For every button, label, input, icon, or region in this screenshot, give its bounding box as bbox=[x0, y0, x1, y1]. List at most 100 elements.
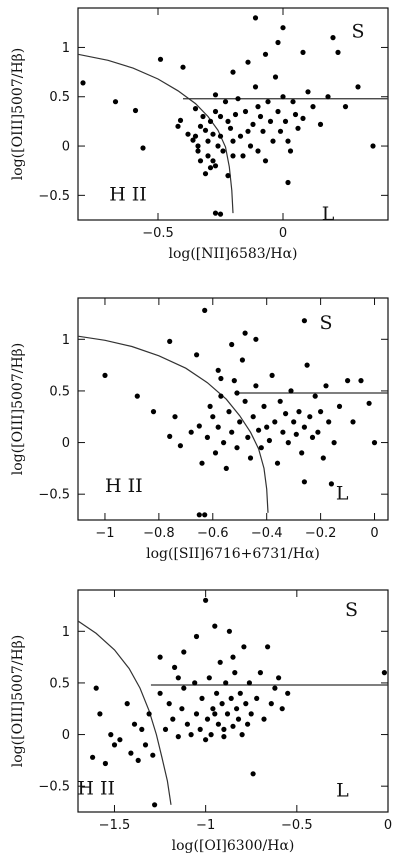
data-point bbox=[237, 419, 243, 425]
data-point bbox=[355, 84, 361, 90]
x-tick-label: −0.2 bbox=[305, 526, 337, 541]
data-point bbox=[300, 49, 306, 56]
data-point bbox=[275, 39, 281, 46]
y-tick-label: 0 bbox=[62, 436, 70, 451]
data-point bbox=[262, 51, 269, 57]
data-point bbox=[225, 173, 231, 179]
data-point bbox=[247, 143, 254, 149]
data-point bbox=[336, 403, 343, 409]
data-point bbox=[266, 437, 272, 444]
x-tick-label: 0 bbox=[279, 226, 287, 241]
data-point bbox=[257, 670, 263, 676]
data-point bbox=[246, 680, 252, 686]
data-point bbox=[226, 409, 232, 415]
data-point bbox=[267, 118, 274, 124]
data-point bbox=[295, 125, 301, 131]
data-point bbox=[181, 685, 187, 691]
data-point bbox=[207, 403, 213, 409]
data-point bbox=[285, 138, 291, 144]
data-point bbox=[197, 726, 203, 733]
data-point bbox=[221, 734, 227, 740]
data-point bbox=[90, 754, 96, 760]
data-point bbox=[132, 107, 139, 114]
y-tick-label: 0 bbox=[62, 140, 70, 155]
data-point bbox=[234, 706, 240, 712]
x-tick-label: −0.6 bbox=[197, 526, 229, 541]
data-point bbox=[247, 455, 254, 461]
data-point bbox=[194, 352, 200, 358]
data-point bbox=[285, 690, 291, 696]
x-tick-label: −0.8 bbox=[143, 526, 175, 541]
y-tick-label: 0.5 bbox=[49, 90, 70, 105]
data-point bbox=[217, 211, 224, 217]
data-point bbox=[210, 414, 216, 420]
data-point bbox=[135, 757, 141, 764]
data-point bbox=[261, 403, 267, 409]
data-point bbox=[279, 706, 285, 712]
data-point bbox=[199, 695, 205, 702]
data-point bbox=[139, 726, 145, 733]
data-point bbox=[124, 701, 130, 707]
data-point bbox=[241, 644, 247, 650]
data-point bbox=[188, 429, 194, 435]
data-point bbox=[280, 25, 286, 31]
data-point bbox=[212, 210, 219, 216]
data-point bbox=[252, 15, 259, 21]
data-point bbox=[250, 414, 256, 420]
data-point bbox=[381, 670, 387, 676]
y-tick-label: 1 bbox=[62, 625, 70, 640]
data-point bbox=[222, 99, 229, 105]
data-point bbox=[200, 113, 206, 120]
data-point bbox=[320, 455, 326, 461]
x-axis-label: log([NII]6583/Hα) bbox=[168, 246, 297, 262]
data-point bbox=[215, 143, 221, 149]
data-point bbox=[242, 330, 248, 336]
data-point bbox=[112, 99, 119, 105]
data-point bbox=[253, 383, 259, 389]
data-point bbox=[206, 675, 212, 681]
plot-frame bbox=[77, 589, 389, 813]
data-point bbox=[290, 99, 296, 105]
data-point bbox=[97, 711, 103, 717]
data-point bbox=[217, 659, 223, 665]
data-point bbox=[285, 440, 291, 446]
data-point bbox=[205, 138, 211, 144]
region-label: S bbox=[345, 599, 358, 621]
data-point bbox=[225, 118, 231, 124]
scatter-panel-1: −0.5 0 −0.5 0 0.5 1 log([NII]6583/Hα) log([OIII… bbox=[10, 7, 389, 262]
data-point bbox=[134, 393, 140, 399]
data-point bbox=[276, 675, 282, 681]
data-point bbox=[262, 158, 269, 164]
data-point bbox=[93, 685, 99, 691]
region-label: H II bbox=[105, 475, 143, 497]
data-point bbox=[318, 409, 324, 415]
data-point bbox=[254, 695, 260, 702]
data-point bbox=[172, 414, 178, 420]
data-point bbox=[170, 716, 176, 722]
data-point bbox=[212, 450, 219, 456]
data-point bbox=[229, 429, 235, 435]
data-point bbox=[301, 479, 307, 485]
data-point bbox=[230, 723, 236, 729]
data-point bbox=[223, 465, 229, 471]
data-point bbox=[177, 443, 183, 449]
data-point bbox=[205, 153, 211, 159]
data-point bbox=[180, 64, 186, 70]
y-tick-label: −0.5 bbox=[38, 780, 70, 795]
data-point bbox=[192, 133, 199, 139]
data-point bbox=[157, 690, 163, 696]
data-point bbox=[224, 711, 231, 717]
data-point bbox=[108, 732, 114, 738]
data-point bbox=[218, 375, 224, 382]
data-point bbox=[265, 644, 271, 650]
data-point bbox=[300, 115, 306, 121]
data-point bbox=[184, 721, 190, 727]
region-label: H II bbox=[77, 777, 115, 799]
data-point bbox=[157, 56, 164, 62]
data-point bbox=[80, 80, 86, 86]
data-point bbox=[150, 752, 156, 758]
data-point bbox=[345, 378, 351, 384]
data-point bbox=[235, 716, 242, 722]
y-axis-label: log([OIII]5007/Hβ) bbox=[10, 343, 26, 475]
data-point bbox=[277, 128, 284, 134]
